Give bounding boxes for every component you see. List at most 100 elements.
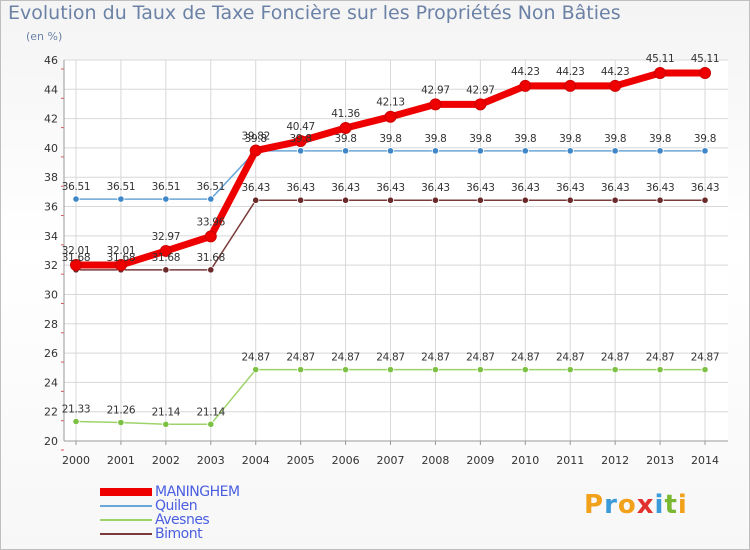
y-tick-label: 32 (44, 259, 58, 272)
data-label-bimont: 36.43 (691, 182, 720, 194)
data-point-avesnes (521, 366, 529, 374)
legend-swatch (100, 519, 152, 521)
x-tick-label: 2014 (691, 454, 719, 467)
data-label-bimont: 31.68 (62, 252, 91, 264)
data-label-avesnes: 21.26 (107, 405, 136, 417)
data-point-bimont (566, 196, 574, 204)
data-point-bimont (431, 196, 440, 204)
data-label-avesnes: 21.33 (62, 404, 91, 416)
x-tick-label: 2002 (152, 454, 180, 467)
legend-label: Avesnes (155, 512, 210, 528)
data-label-quilen: 39.8 (559, 133, 581, 145)
data-point-avesnes (72, 417, 80, 426)
data-point-quilen (431, 147, 440, 155)
data-label-maninghem: 42.13 (376, 97, 405, 109)
data-point-maninghem (699, 67, 712, 80)
data-label-bimont: 36.43 (286, 182, 315, 194)
data-label-quilen: 39.8 (649, 133, 671, 145)
data-label-maninghem: 45.11 (646, 53, 675, 65)
data-point-maninghem (519, 79, 532, 92)
data-point-quilen (207, 195, 215, 203)
data-label-maninghem: 39.82 (241, 131, 270, 143)
data-label-maninghem: 32.01 (62, 245, 91, 257)
data-point-maninghem (474, 98, 487, 111)
data-label-maninghem: 32.01 (107, 245, 136, 257)
x-tick-label: 2009 (466, 454, 494, 467)
x-tick-label: 2010 (511, 454, 539, 467)
data-label-maninghem: 32.97 (152, 231, 181, 243)
data-point-bimont (341, 196, 350, 204)
data-label-maninghem: 41.36 (331, 108, 360, 120)
data-point-quilen (566, 147, 574, 155)
logo-letter: t (664, 490, 678, 520)
data-point-maninghem (114, 259, 127, 272)
data-point-bimont (386, 196, 395, 204)
data-point-avesnes (566, 366, 574, 374)
data-label-maninghem: 44.23 (511, 66, 540, 78)
data-label-avesnes: 24.87 (331, 352, 360, 364)
data-point-maninghem (159, 244, 172, 257)
data-point-quilen (701, 147, 709, 155)
data-label-avesnes: 24.87 (376, 352, 405, 364)
data-label-bimont: 36.43 (556, 182, 585, 194)
data-point-avesnes (252, 366, 260, 374)
legend-label: Bimont (155, 526, 203, 542)
data-label-quilen: 39.8 (604, 133, 626, 145)
y-tick-label: 24 (44, 376, 58, 389)
data-point-bimont (207, 266, 215, 274)
legend-swatch (100, 505, 152, 507)
x-tick-label: 2003 (197, 454, 225, 467)
data-point-maninghem (70, 259, 82, 272)
data-label-quilen: 39.8 (245, 133, 267, 145)
data-label-maninghem: 44.23 (556, 66, 585, 78)
data-point-avesnes (611, 366, 619, 374)
data-point-avesnes (207, 420, 215, 428)
data-label-avesnes: 24.87 (691, 352, 720, 364)
data-point-bimont (521, 196, 529, 204)
data-point-avesnes (117, 418, 125, 427)
data-label-quilen: 39.8 (379, 133, 401, 145)
logo-letter: x (636, 490, 655, 520)
data-label-bimont: 36.43 (421, 182, 450, 194)
data-label-maninghem: 45.11 (691, 53, 720, 65)
data-point-bimont (701, 196, 709, 204)
data-label-maninghem: 42.97 (466, 84, 495, 96)
data-label-bimont: 31.68 (197, 252, 226, 264)
y-tick-label: 28 (44, 318, 58, 331)
data-point-quilen (476, 147, 484, 155)
y-tick-label: 44 (44, 83, 58, 96)
y-tick-label: 26 (44, 347, 58, 360)
data-label-quilen: 36.51 (197, 181, 226, 193)
data-label-maninghem: 40.47 (286, 121, 315, 133)
y-tick-label: 42 (44, 113, 58, 126)
data-point-quilen (162, 195, 170, 203)
data-point-maninghem (204, 230, 217, 243)
data-label-quilen: 39.8 (469, 133, 491, 145)
x-tick-label: 2011 (556, 454, 584, 467)
logo-letter: P (584, 490, 605, 520)
legend-swatch (100, 488, 152, 496)
data-point-quilen (521, 147, 529, 155)
x-tick-label: 2012 (601, 454, 629, 467)
y-tick-label: 34 (44, 230, 58, 243)
chart-title: Evolution du Taux de Taxe Foncière sur l… (8, 2, 621, 24)
data-label-quilen: 39.8 (694, 133, 716, 145)
data-label-quilen: 36.51 (107, 181, 136, 193)
data-point-bimont (611, 196, 619, 204)
data-point-avesnes (476, 366, 484, 374)
x-tick-label: 2013 (646, 454, 674, 467)
data-label-bimont: 31.68 (152, 252, 181, 264)
data-label-avesnes: 24.87 (646, 352, 675, 364)
x-tick-label: 2008 (421, 454, 449, 467)
data-point-avesnes (297, 366, 305, 374)
y-tick-label: 38 (44, 171, 58, 184)
data-point-quilen (656, 147, 664, 155)
data-point-avesnes (341, 366, 350, 374)
chart-subtitle: (en %) (26, 30, 63, 43)
data-label-maninghem: 42.97 (421, 84, 450, 96)
data-label-bimont: 31.68 (107, 252, 136, 264)
x-tick-label: 2007 (377, 454, 405, 467)
data-label-quilen: 36.51 (62, 181, 91, 193)
data-label-maninghem: 44.23 (601, 66, 630, 78)
x-tick-label: 2004 (242, 454, 270, 467)
